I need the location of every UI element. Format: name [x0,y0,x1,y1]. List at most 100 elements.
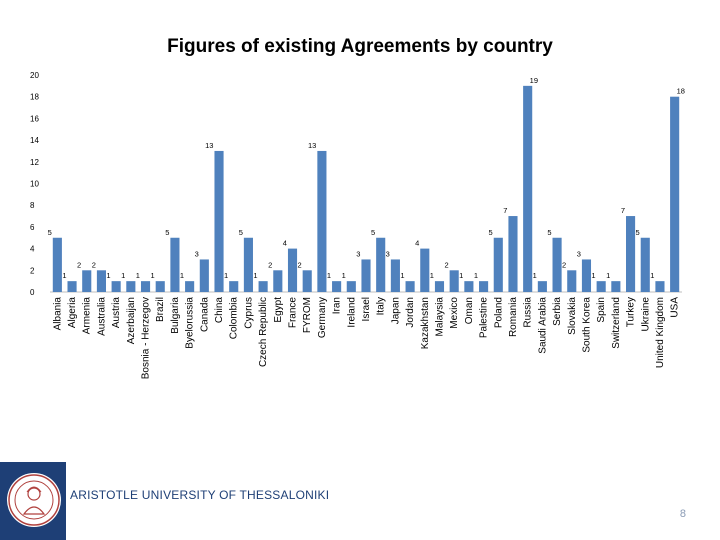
institution-name: ARISTOTLE UNIVERSITY OF THESSALONIKI [70,488,330,502]
x-tick-label: Czech Republic [258,297,269,367]
data-label: 7 [503,206,507,215]
bar [258,281,268,292]
page-number: 8 [679,508,686,520]
data-label: 5 [636,228,640,237]
data-label: 5 [489,228,493,237]
data-label: 1 [430,271,434,280]
data-label: 1 [136,271,140,280]
x-tick-label: United Kingdom [655,297,666,368]
y-tick-label: 6 [30,223,35,232]
x-tick-label: Italy [376,297,387,315]
data-label: 3 [195,249,199,258]
x-tick-label: Australia [96,297,107,336]
x-tick-label: Ukraine [640,297,651,332]
x-tick-label: Algeria [67,297,78,329]
bar [317,150,327,292]
data-label: 13 [205,141,213,150]
y-tick-label: 2 [30,266,35,275]
bar [126,281,136,292]
bar [405,281,415,292]
data-label: 1 [62,271,66,280]
data-label: 1 [400,271,404,280]
data-label: 1 [459,271,463,280]
data-label: 5 [371,228,375,237]
x-tick-label: Armenia [82,297,93,335]
bar [670,96,680,292]
x-tick-label: Canada [199,297,210,332]
x-tick-labels: Albania Algeria Armenia Australia Austria Aze… [52,297,680,380]
bar [508,216,518,292]
x-tick-label: Cyprus [243,297,254,329]
data-label: 1 [591,271,595,280]
data-label: 1 [650,271,654,280]
data-label: 1 [253,271,257,280]
x-tick-label: China [214,297,225,324]
y-tick-label: 16 [30,114,39,123]
bar [155,281,165,292]
x-tick-label: Saudi Arabia [537,297,548,354]
bar [96,270,106,292]
data-label: 1 [533,271,537,280]
bar [537,281,547,292]
bar [287,248,298,292]
x-tick-label: Mexico [449,297,460,329]
data-label: 1 [606,271,610,280]
x-tick-label: Azerbaijan [126,297,137,344]
x-tick-label: Turkey [626,297,637,327]
x-tick-label: Russia [523,297,534,328]
chart-title: Figures of existing Agreements by countr… [167,36,553,57]
x-tick-label: Israel [361,297,372,321]
bar [434,281,445,292]
x-tick-label: Bulgaria [170,297,181,334]
bar [52,237,62,292]
bar [229,281,239,292]
data-label: 2 [562,260,566,269]
data-label: 7 [621,206,625,215]
bar [199,259,209,292]
data-label: 2 [444,260,448,269]
data-label: 2 [77,260,81,269]
x-tick-label: Slovakia [567,297,578,335]
bar [567,270,577,292]
bar [640,237,650,292]
bar [67,281,77,292]
data-label: 2 [297,260,301,269]
x-tick-label: Colombia [229,297,240,340]
x-tick-label: France [288,297,299,329]
bar [111,281,121,292]
data-label: 13 [308,141,316,150]
bar [626,216,636,292]
bar [243,237,253,292]
bar [390,259,400,292]
data-label: 1 [474,271,478,280]
data-label: 18 [677,87,685,96]
y-tick-label: 8 [30,201,35,210]
x-tick-label: Malaysia [434,297,445,337]
data-label: 3 [577,249,581,258]
y-tick-label: 12 [30,158,39,167]
data-label: 5 [547,228,551,237]
x-tick-label: Poland [493,297,504,328]
x-tick-label: Kazakhstan [420,297,431,349]
data-label: 5 [48,228,52,237]
bar [581,259,592,292]
y-tick-label: 14 [30,136,39,145]
bar [479,281,489,292]
x-tick-label: South Korea [581,297,592,353]
bar [273,270,283,292]
x-tick-label: USA [670,297,681,318]
x-tick-label: Byelorussia [185,297,196,349]
y-tick-label: 0 [30,288,35,297]
bar [361,259,371,292]
data-label: 2 [92,260,96,269]
bar [552,237,562,292]
data-label: 2 [268,260,272,269]
y-tick-label: 4 [30,245,35,254]
x-tick-label: Switzerland [611,297,622,349]
data-label: 3 [386,249,390,258]
x-tick-label: FYROM [302,297,313,333]
x-tick-label: Germany [317,297,328,338]
x-tick-label: Iran [332,297,343,314]
